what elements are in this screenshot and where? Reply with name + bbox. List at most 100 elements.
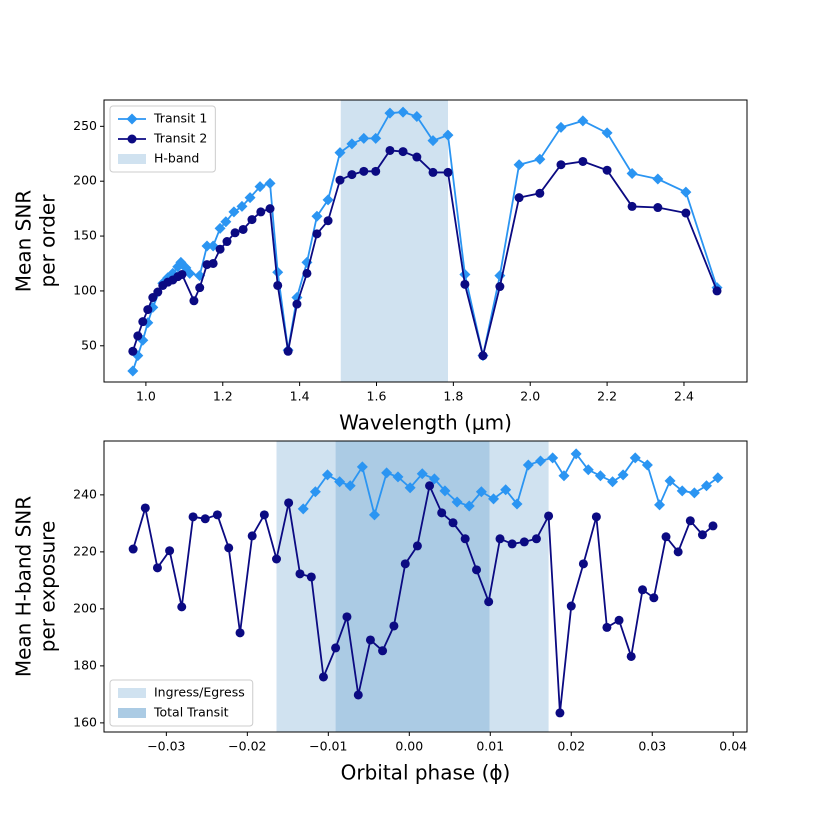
legend: Transit 1 Transit 2 H-band bbox=[109, 105, 216, 173]
marker bbox=[283, 346, 293, 356]
y-tick-label: 150 bbox=[73, 228, 97, 243]
marker bbox=[681, 208, 691, 218]
x-tick-label: −0.03 bbox=[147, 739, 185, 754]
marker bbox=[712, 472, 724, 484]
x-tick-label: 1.2 bbox=[213, 389, 233, 404]
marker bbox=[459, 268, 471, 280]
marker bbox=[626, 168, 638, 180]
y-axis-label: per exposure bbox=[36, 521, 60, 652]
axes-frame bbox=[103, 440, 748, 733]
marker bbox=[594, 470, 606, 482]
marker bbox=[607, 476, 619, 488]
marker bbox=[323, 216, 333, 226]
marker bbox=[397, 106, 409, 118]
marker bbox=[439, 485, 451, 497]
marker bbox=[272, 266, 284, 278]
marker bbox=[235, 628, 245, 638]
legend: Ingress/Egress Total Transit bbox=[109, 679, 254, 727]
marker bbox=[558, 470, 570, 482]
marker bbox=[400, 559, 410, 569]
marker bbox=[127, 365, 139, 377]
marker bbox=[342, 612, 352, 622]
marker bbox=[460, 534, 470, 544]
marker bbox=[201, 240, 213, 252]
marker bbox=[478, 351, 488, 361]
marker bbox=[370, 132, 382, 144]
y-axis-label: per order bbox=[36, 194, 60, 288]
marker bbox=[578, 156, 588, 166]
marker bbox=[254, 181, 266, 193]
y-tick-label: 200 bbox=[73, 173, 97, 188]
legend-swatch bbox=[118, 688, 146, 698]
marker bbox=[271, 554, 281, 564]
marker bbox=[306, 572, 316, 582]
span bbox=[340, 100, 448, 382]
x-tick-label: 2.2 bbox=[597, 389, 617, 404]
marker bbox=[398, 147, 408, 157]
marker bbox=[708, 521, 718, 531]
marker bbox=[652, 173, 664, 185]
marker bbox=[297, 503, 309, 515]
marker bbox=[507, 539, 517, 549]
legend-label: Total Transit bbox=[153, 705, 229, 720]
marker bbox=[195, 283, 205, 293]
y-tick-label: 240 bbox=[73, 486, 97, 501]
marker bbox=[311, 210, 323, 222]
marker bbox=[664, 475, 676, 487]
marker bbox=[335, 175, 345, 185]
y-tick-label: 160 bbox=[73, 714, 97, 729]
marker bbox=[152, 563, 162, 573]
legend-swatch bbox=[118, 154, 146, 164]
axes-frame bbox=[103, 99, 748, 383]
marker bbox=[602, 165, 612, 175]
marker bbox=[322, 469, 334, 481]
marker bbox=[295, 569, 305, 579]
y-tick-label: 220 bbox=[73, 543, 97, 558]
marker bbox=[701, 480, 713, 492]
marker bbox=[389, 621, 399, 631]
marker bbox=[378, 646, 388, 656]
marker bbox=[535, 188, 545, 198]
marker bbox=[140, 503, 150, 513]
plot-area bbox=[128, 441, 724, 732]
marker bbox=[214, 222, 226, 234]
marker bbox=[443, 167, 453, 177]
marker bbox=[614, 615, 624, 625]
marker bbox=[265, 204, 275, 214]
marker bbox=[428, 473, 440, 485]
marker bbox=[627, 201, 637, 211]
y-axis-label: Mean H-band SNR bbox=[12, 496, 36, 677]
marker bbox=[412, 152, 422, 162]
x-tick-label: 1.6 bbox=[367, 389, 387, 404]
marker bbox=[629, 452, 641, 464]
x-tick-label: 0.00 bbox=[395, 739, 423, 754]
marker bbox=[128, 544, 138, 554]
marker bbox=[641, 459, 653, 471]
marker bbox=[138, 317, 148, 327]
y-tick-label: 200 bbox=[73, 600, 97, 615]
marker bbox=[531, 534, 541, 544]
x-tick-label: 0.03 bbox=[638, 739, 666, 754]
x-tick-label: 1.4 bbox=[290, 389, 310, 404]
marker bbox=[184, 267, 196, 279]
x-axis-label: Orbital phase (ϕ) bbox=[341, 761, 511, 785]
marker bbox=[661, 532, 671, 542]
y-tick-label: 100 bbox=[73, 282, 97, 297]
marker bbox=[292, 299, 302, 309]
marker bbox=[555, 121, 567, 133]
marker bbox=[688, 487, 700, 499]
marker bbox=[347, 170, 357, 180]
marker bbox=[484, 597, 494, 607]
marker bbox=[442, 129, 454, 141]
marker bbox=[264, 177, 276, 189]
marker bbox=[236, 200, 248, 212]
marker bbox=[712, 286, 722, 296]
marker bbox=[356, 461, 368, 473]
marker bbox=[334, 476, 346, 488]
legend-label: Ingress/Egress bbox=[154, 685, 245, 700]
marker bbox=[448, 518, 458, 528]
x-axis-label: Wavelength (μm) bbox=[339, 411, 512, 435]
marker bbox=[385, 145, 395, 155]
